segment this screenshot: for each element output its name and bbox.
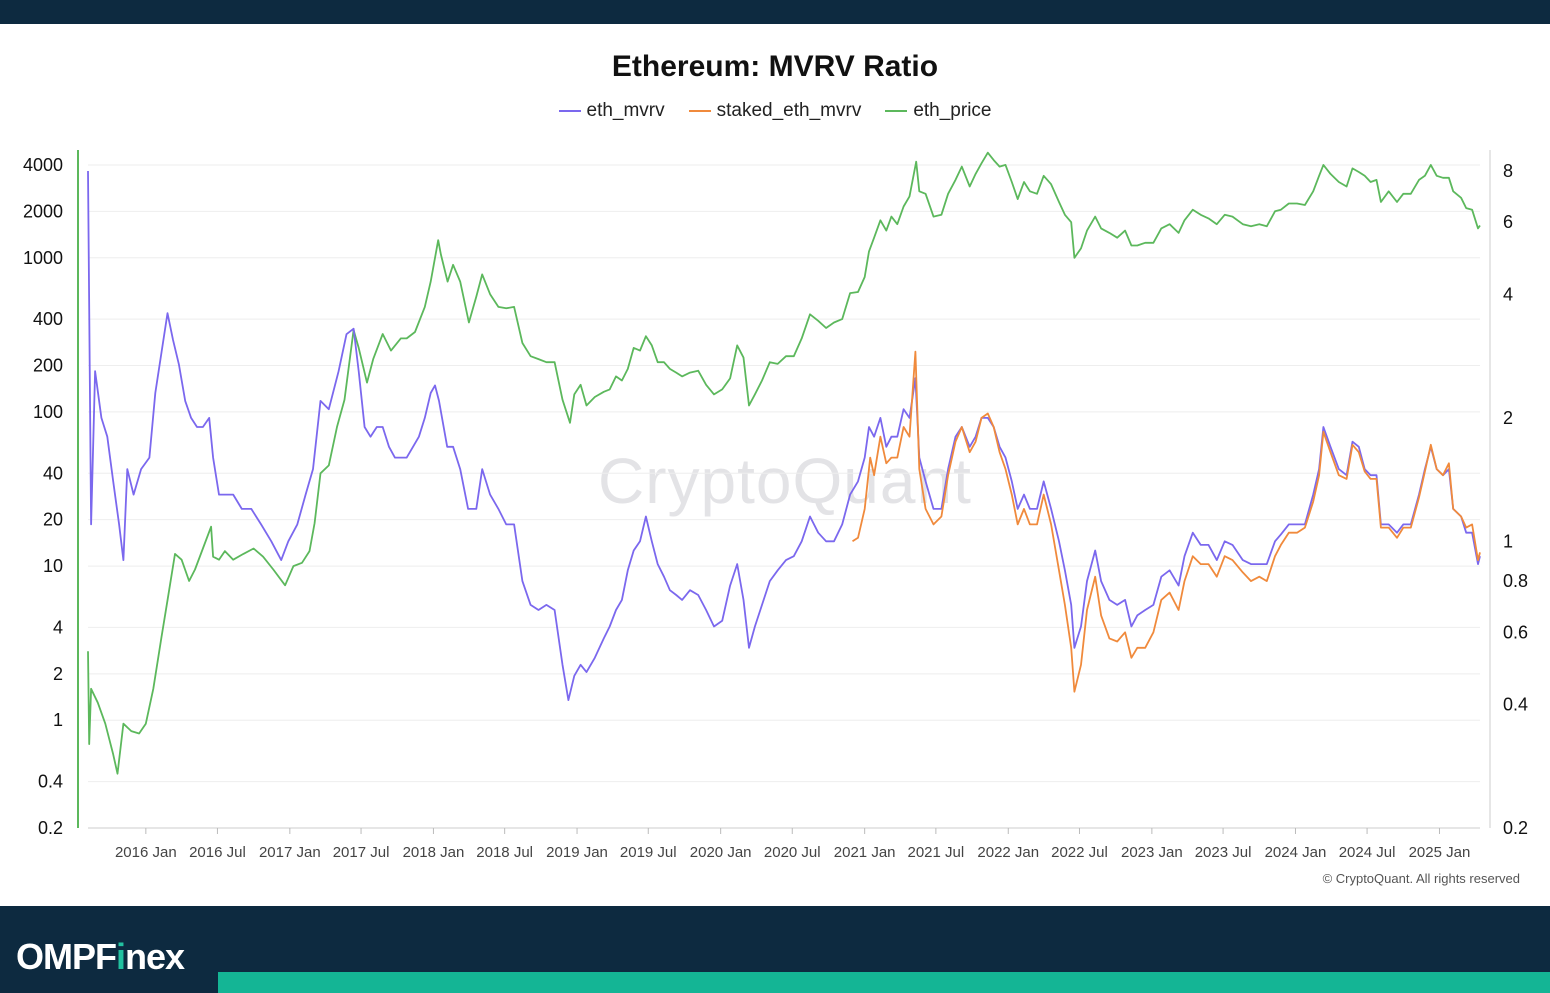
x-tick-label: 2017 Jul: [333, 844, 390, 861]
y-tick-label-right: 2: [1503, 408, 1513, 428]
y-tick-label-left: 100: [33, 402, 63, 422]
x-tick-label: 2021 Jan: [834, 844, 896, 861]
y-tick-label-right: 6: [1503, 212, 1513, 232]
legend-item-eth-mvrv[interactable]: eth_mvrv: [558, 100, 665, 122]
legend-swatch-staked-eth-mvrv: [688, 110, 711, 112]
chart-title: Ethereum: MVRV Ratio: [611, 50, 939, 83]
y-tick-label-left: 40: [43, 463, 63, 483]
x-tick-label: 2018 Jan: [403, 844, 465, 861]
legend-item-staked-eth-mvrv[interactable]: staked_eth_mvrv: [688, 100, 862, 122]
y-tick-label-left: 1000: [23, 248, 63, 268]
x-tick-label: 2022 Jul: [1051, 844, 1108, 861]
x-tick-label: 2023 Jan: [1121, 844, 1183, 861]
series-line-eth-mvrv: [87, 170, 1481, 701]
logo-prefix: OMPF: [16, 936, 117, 977]
series-line-staked-eth-mvrv: [852, 350, 1481, 693]
y-tick-label-left: 2000: [23, 201, 63, 221]
chart-plot-area: 4000 2000 1000 400 200 100 40 20 10 4 2 1 0.4 0.2 8 6 4 2…: [23, 150, 1528, 861]
y-tick-label-left: 20: [43, 510, 63, 530]
x-tick-label: 2025 Jan: [1409, 844, 1471, 861]
y-tick-label-left: 4000: [23, 155, 63, 175]
x-tick-label: 2016 Jul: [189, 844, 246, 861]
copyright-text: © CryptoQuant. All rights reserved: [1322, 871, 1520, 886]
logo-suffix: nex: [125, 936, 185, 977]
y-tick-label-left: 0.4: [38, 772, 63, 792]
x-tick-label: 2016 Jan: [115, 844, 177, 861]
chart-legend: eth_mvrv staked_eth_mvrv eth_price: [0, 100, 1550, 122]
footer-bar: OMPFinex: [0, 906, 1550, 993]
x-tick-label: 2021 Jul: [908, 844, 965, 861]
x-tick-label: 2019 Jan: [546, 844, 608, 861]
series-line-eth-price: [87, 151, 1481, 775]
x-tick-label: 2019 Jul: [620, 844, 677, 861]
y-tick-label-right: 0.8: [1503, 571, 1528, 591]
footer-stripe: [218, 972, 1550, 993]
y-tick-label-right: 4: [1503, 284, 1513, 304]
x-tick-label: 2017 Jan: [259, 844, 321, 861]
x-tick-label: 2024 Jan: [1265, 844, 1327, 861]
legend-swatch-eth-mvrv: [558, 110, 581, 112]
y-tick-label-left: 200: [33, 356, 63, 376]
x-tick-label: 2022 Jan: [977, 844, 1039, 861]
x-tick-label: 2024 Jul: [1339, 844, 1396, 861]
y-tick-label-right: 1: [1503, 531, 1513, 551]
legend-label-eth-price: eth_price: [913, 100, 992, 121]
watermark: CryptoQuant: [598, 445, 972, 517]
legend-item-eth-price[interactable]: eth_price: [885, 100, 992, 122]
x-tick-label: 2020 Jan: [690, 844, 752, 861]
y-tick-label-left: 10: [43, 556, 63, 576]
y-tick-label-left: 0.2: [38, 818, 63, 838]
y-tick-label-right: 0.6: [1503, 622, 1528, 642]
y-tick-label-left: 400: [33, 309, 63, 329]
y-tick-label-right: 0.2: [1503, 818, 1528, 838]
y-tick-label-left: 1: [53, 710, 63, 730]
y-tick-label-right: 0.4: [1503, 695, 1528, 715]
y-tick-label-left: 2: [53, 664, 63, 684]
x-tick-label: 2018 Jul: [476, 844, 533, 861]
logo-accent: i: [116, 936, 126, 977]
top-bar: [0, 0, 1550, 24]
brand-logo[interactable]: OMPFinex: [16, 936, 185, 978]
legend-label-eth-mvrv: eth_mvrv: [586, 100, 665, 121]
x-tick-label: 2023 Jul: [1195, 844, 1252, 861]
x-tick-label: 2020 Jul: [764, 844, 821, 861]
legend-label-staked-eth-mvrv: staked_eth_mvrv: [716, 100, 862, 121]
y-tick-label-left: 4: [53, 617, 63, 637]
y-tick-label-right: 8: [1503, 161, 1513, 181]
legend-swatch-eth-price: [885, 110, 908, 112]
